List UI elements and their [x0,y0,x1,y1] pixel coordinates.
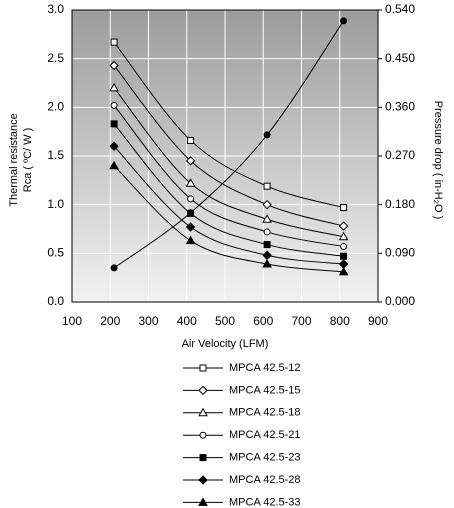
series-line [113,123,344,257]
x-tick-label: 300 [138,314,158,328]
data-point [187,136,195,144]
data-point [338,221,349,231]
y2-tick-label: 0.360 [385,100,415,114]
legend-label: MPCA 42.5-23 [229,452,301,464]
data-point [262,214,272,223]
y2-tick-label: 0.000 [385,294,415,308]
legend-label: MPCA 42.5-15 [229,384,301,396]
legend-label: MPCA 42.5-18 [229,407,301,419]
legend-marker [198,475,208,485]
x-tick-label: 700 [291,314,311,328]
series-line [113,65,344,227]
legend-marker [198,407,208,417]
y-tick-label: 2.5 [47,51,64,65]
y-tick-label: 1.0 [47,197,64,211]
series-line [113,105,344,248]
legend-marker [199,364,207,372]
data-point [263,241,271,249]
y-tick-label: 3.0 [47,2,64,16]
series-line [113,165,344,273]
x-tick-label: 900 [368,314,388,328]
data-point [185,222,196,232]
plot-border [71,9,379,303]
data-point [262,259,272,268]
legend-marker [198,385,208,396]
data-point [263,131,271,139]
x-tick-label: 400 [177,314,197,328]
y2-axis-label: Pressure drop ( in-H₂O ) [432,101,444,220]
data-point [110,120,118,128]
y2-tick-label: 0.180 [385,197,415,211]
series-line [113,41,344,209]
x-tick-label: 100 [62,314,82,328]
data-point [338,266,349,276]
data-point [338,231,349,241]
data-point [185,178,196,187]
data-point [110,38,118,46]
x-tick-label: 200 [100,314,120,328]
data-point [340,252,348,260]
series-line [113,145,344,265]
y-tick-label: 0.0 [47,294,64,308]
legend-label: MPCA 42.5-28 [229,474,301,486]
data-point [185,156,196,166]
legend-marker [199,431,207,439]
data-point [340,17,348,25]
y2-tick-label: 0.090 [385,246,415,260]
x-tick-label: 800 [330,314,350,328]
data-point [109,82,119,92]
y2-tick-label: 0.540 [385,2,415,16]
y2-tick-label: 0.450 [385,51,415,65]
data-point [340,204,348,212]
data-point [185,235,196,245]
data-point [109,141,119,151]
data-point [187,195,195,203]
y-tick-label: 2.0 [47,100,64,114]
legend-marker [198,497,208,506]
legend-label: MPCA 42.5-33 [229,496,301,508]
series-line [113,20,344,269]
series-line [113,87,344,238]
data-point [263,228,271,236]
y-axis-label: Rca ( ºC/ W ) [22,128,34,193]
x-axis-label: Air Velocity (LFM) [182,338,269,350]
x-tick-label: 500 [215,314,235,328]
data-point [109,60,119,71]
data-point [262,199,272,210]
data-point [110,264,118,272]
y-axis-label: Thermal resistance [8,113,20,207]
legend-label: MPCA 42.5-12 [229,362,301,374]
data-point [110,101,118,109]
data-point [109,160,119,170]
y-tick-label: 0.5 [47,246,64,260]
y-tick-label: 1.5 [47,148,64,162]
data-point [340,243,348,251]
legend-marker [199,454,207,462]
data-point [187,209,195,217]
data-point [263,182,271,190]
x-tick-label: 600 [253,314,273,328]
legend-label: MPCA 42.5-21 [229,429,301,441]
y2-tick-label: 0.270 [385,148,415,162]
